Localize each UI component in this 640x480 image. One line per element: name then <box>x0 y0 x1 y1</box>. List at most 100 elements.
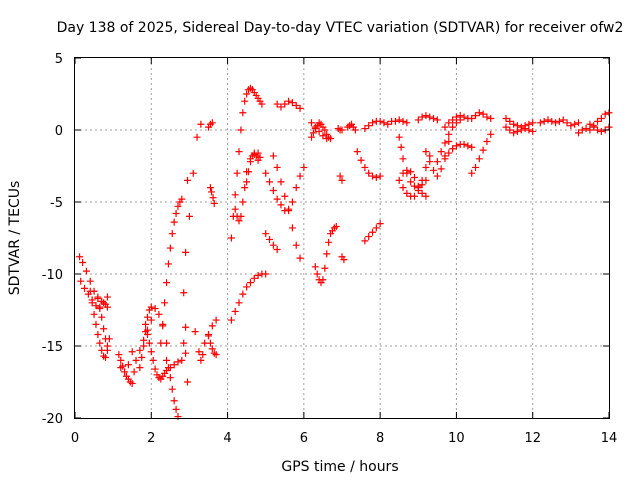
series-arc-32 <box>338 253 348 264</box>
data-point <box>422 148 430 156</box>
data-point <box>212 351 220 359</box>
series-arc-43 <box>433 116 464 166</box>
data-point <box>433 172 441 180</box>
data-point <box>464 142 472 150</box>
data-point <box>407 178 415 186</box>
data-point <box>601 110 609 118</box>
data-point <box>403 119 411 127</box>
data-point <box>233 169 241 177</box>
data-point <box>102 335 110 343</box>
y-tick-label: -15 <box>42 340 63 355</box>
data-point <box>79 258 87 266</box>
series-arc-30 <box>334 125 346 134</box>
x-tick-label: 12 <box>524 431 541 446</box>
data-point <box>292 241 300 249</box>
data-point <box>292 184 300 192</box>
data-point <box>163 356 171 364</box>
y-tick-label: -10 <box>42 268 63 283</box>
data-point <box>288 198 296 206</box>
data-point <box>138 354 146 362</box>
data-point <box>172 210 180 218</box>
data-point <box>76 253 84 261</box>
data-point <box>422 163 430 171</box>
data-point <box>102 354 110 362</box>
data-point <box>414 186 422 194</box>
data-point <box>189 169 197 177</box>
data-point <box>525 126 533 134</box>
data-point <box>502 123 510 131</box>
data-point <box>206 339 214 347</box>
data-point <box>468 143 476 151</box>
data-point <box>124 361 132 369</box>
data-point <box>365 122 373 130</box>
data-point <box>307 119 315 127</box>
data-point <box>191 328 199 336</box>
data-point <box>210 199 218 207</box>
data-point <box>174 358 182 366</box>
data-point <box>100 325 108 333</box>
data-point <box>441 123 449 131</box>
x-tick-label: 6 <box>300 431 308 446</box>
data-point <box>567 122 575 130</box>
data-point <box>460 140 468 148</box>
data-point <box>117 356 125 364</box>
data-point <box>180 339 188 347</box>
data-point <box>395 133 403 141</box>
data-point <box>296 104 304 112</box>
data-point <box>574 129 582 137</box>
data-point <box>103 303 111 311</box>
data-point <box>475 155 483 163</box>
data-point <box>403 166 411 174</box>
data-point <box>300 163 308 171</box>
data-point <box>483 113 491 121</box>
data-point <box>208 119 216 127</box>
y-tick-label: 0 <box>55 124 63 139</box>
data-point <box>170 361 178 369</box>
data-point <box>237 126 245 134</box>
data-point <box>132 356 140 364</box>
series-arc-03 <box>86 287 113 362</box>
data-point <box>325 238 333 246</box>
data-point <box>243 178 251 186</box>
data-point <box>128 348 136 356</box>
data-point <box>212 316 220 324</box>
data-point <box>94 293 102 301</box>
data-point <box>246 158 254 166</box>
data-point <box>269 186 277 194</box>
data-point <box>311 263 319 271</box>
series-arc-40 <box>399 152 434 200</box>
data-point <box>422 192 430 200</box>
data-point <box>361 237 369 245</box>
data-point <box>399 155 407 163</box>
data-point <box>161 299 169 307</box>
series-arc-29 <box>311 222 340 287</box>
data-point <box>357 156 365 164</box>
data-point <box>472 163 479 171</box>
y-tick-label: 5 <box>55 52 63 67</box>
data-point <box>184 176 192 184</box>
data-point <box>96 339 104 347</box>
data-point <box>441 155 449 163</box>
data-point <box>96 303 104 311</box>
data-point <box>397 143 405 151</box>
data-point <box>86 277 94 285</box>
series-arc-31 <box>336 172 346 184</box>
data-point <box>172 405 180 413</box>
data-point <box>227 316 235 324</box>
data-point <box>513 127 521 135</box>
data-point <box>100 299 108 307</box>
data-point <box>309 129 317 137</box>
data-point <box>81 284 89 292</box>
data-point <box>426 113 434 121</box>
data-point <box>483 138 491 146</box>
data-point <box>529 119 537 127</box>
data-point <box>86 287 94 295</box>
data-point <box>502 114 510 122</box>
data-point <box>376 220 384 228</box>
data-point <box>142 320 150 328</box>
data-point <box>351 126 359 134</box>
data-point <box>479 110 487 118</box>
data-point <box>231 205 239 213</box>
data-point <box>262 270 270 278</box>
data-point <box>369 119 377 127</box>
